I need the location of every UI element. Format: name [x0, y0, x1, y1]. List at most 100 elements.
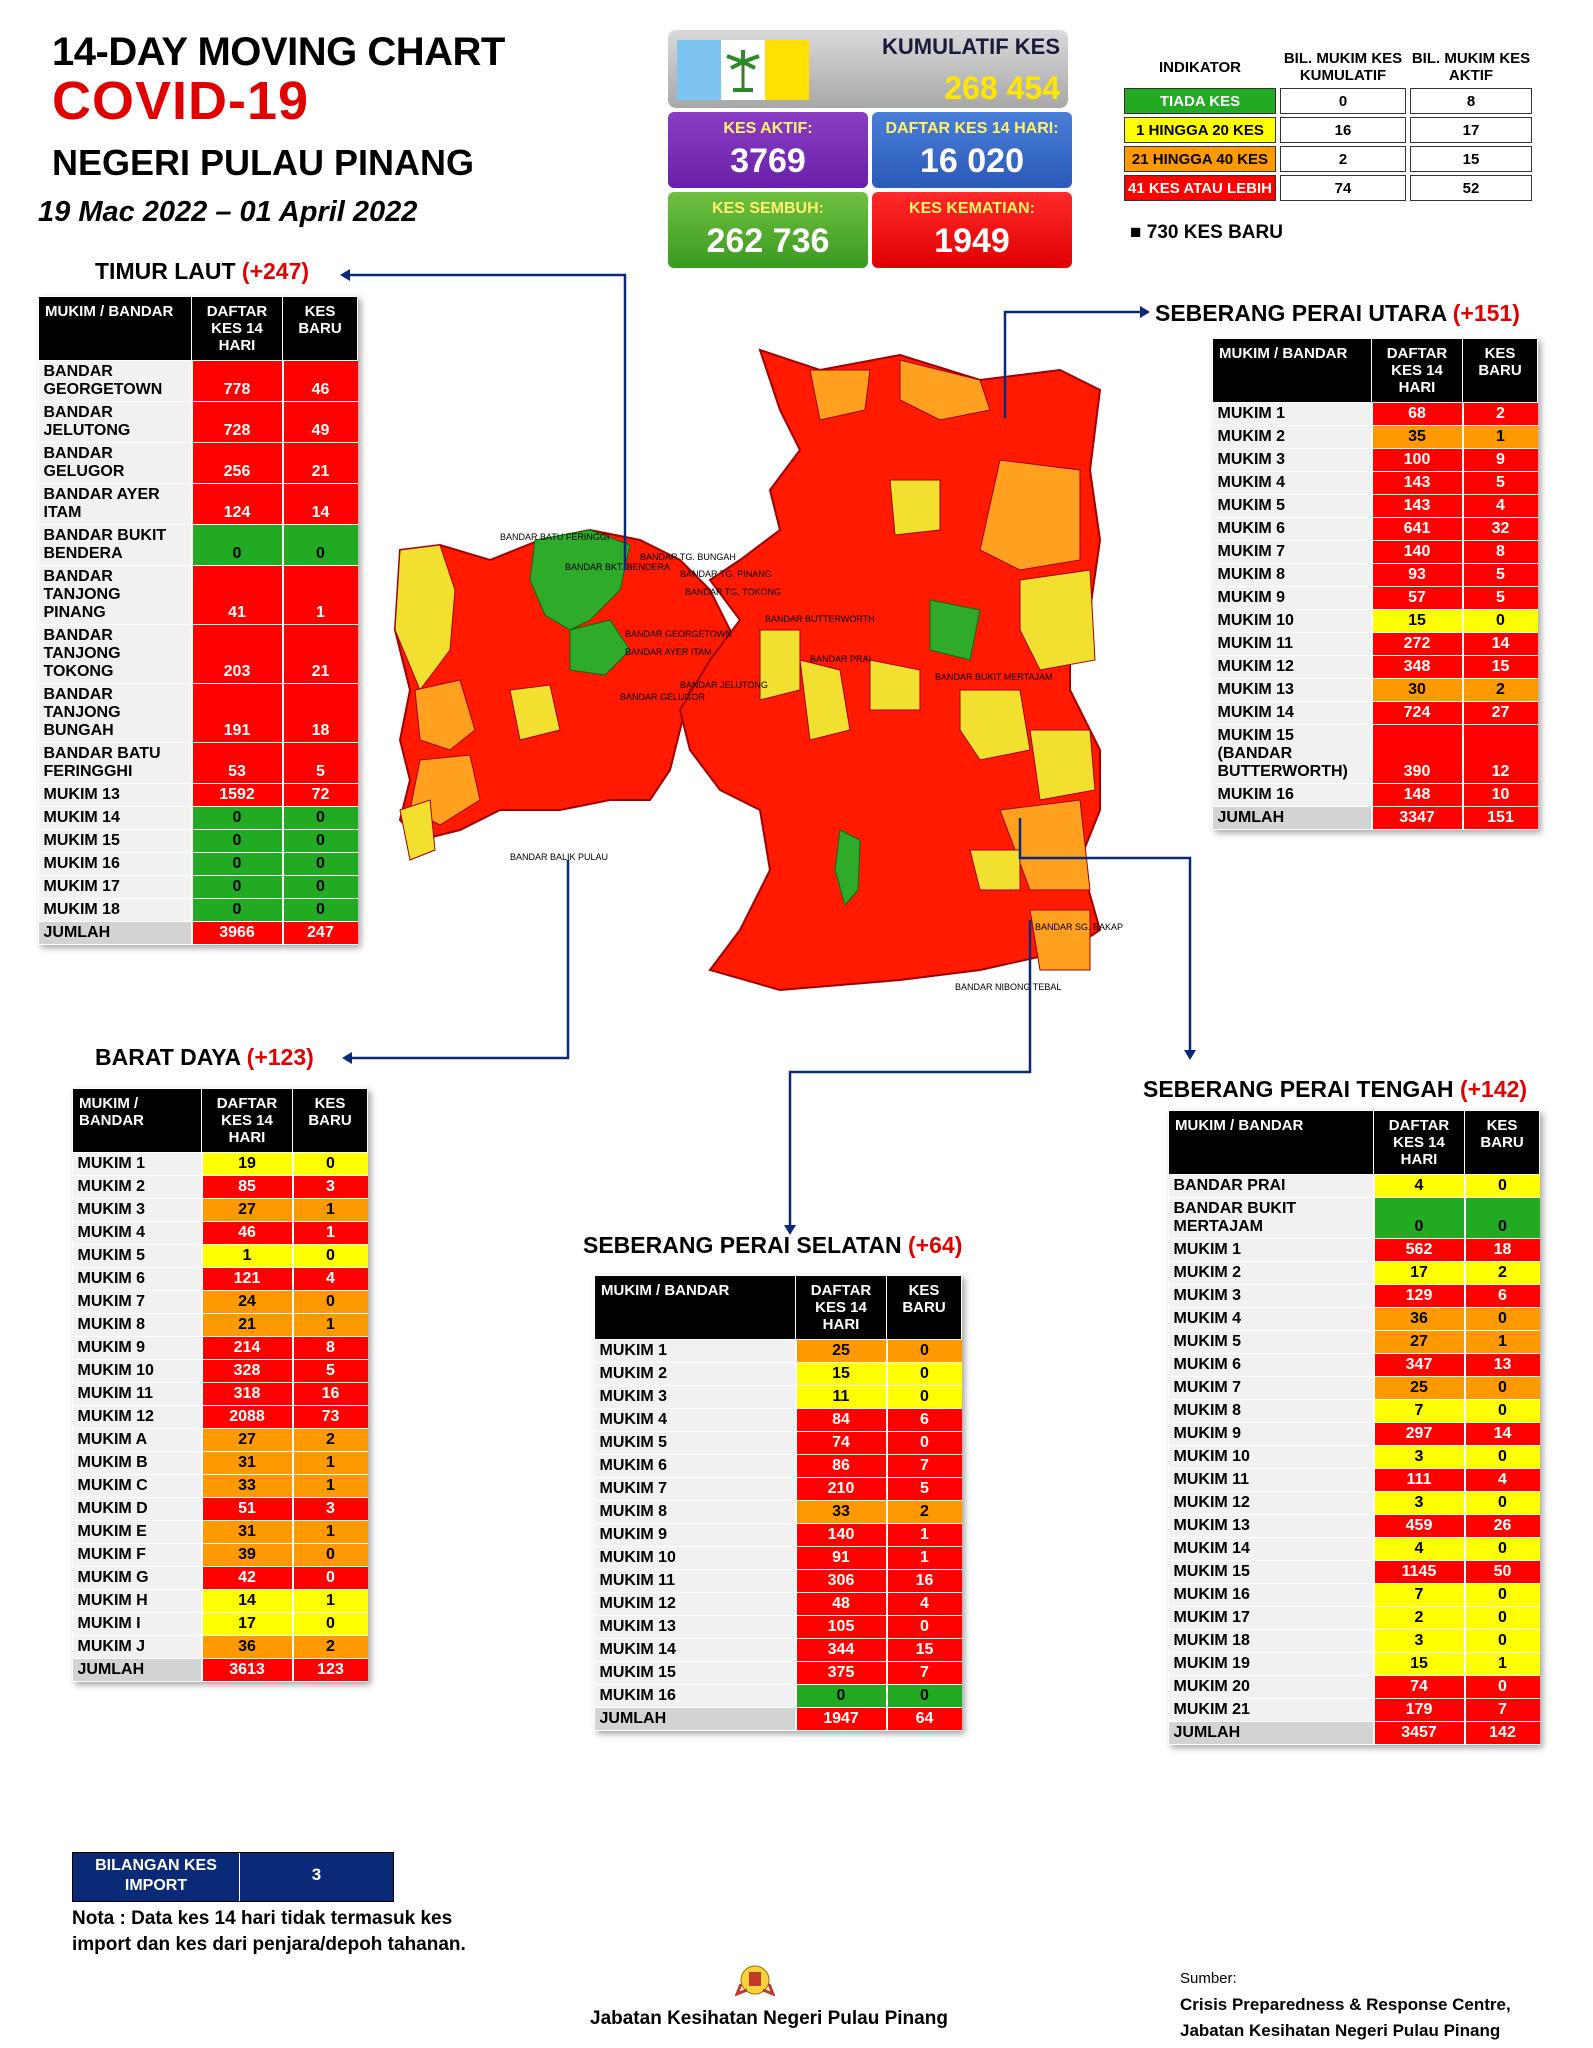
- daftar-kes-cell: 74: [794, 1431, 887, 1455]
- mukim-name: MUKIM 6: [1212, 517, 1372, 541]
- kes-baru-cell: 7: [885, 1661, 962, 1685]
- kes-baru-cell: 1: [885, 1523, 962, 1547]
- kes-baru-cell: 1: [885, 1546, 962, 1570]
- mukim-name: MUKIM 5: [1168, 1330, 1374, 1354]
- mukim-name: MUKIM 18: [38, 898, 192, 922]
- daftar-kes-cell: 35: [1370, 425, 1463, 449]
- table-row: MUKIM 1 25 0: [594, 1339, 962, 1363]
- kes-baru-cell: 0: [291, 1244, 368, 1268]
- table-row: MUKIM 2 17 2: [1168, 1261, 1540, 1285]
- kes-sembuh-label: KES SEMBUH:: [711, 200, 824, 217]
- table-row: MUKIM 14 724 27: [1212, 701, 1538, 725]
- kes-baru-cell: 0: [885, 1431, 962, 1455]
- kes-baru-cell: 46: [281, 360, 358, 402]
- mukim-name: MUKIM 2: [72, 1175, 202, 1199]
- table-row: MUKIM 14 344 15: [594, 1638, 962, 1662]
- mukim-name: MUKIM 1: [1212, 402, 1372, 426]
- mukim-name: MUKIM 5: [594, 1431, 796, 1455]
- indicator-table: INDIKATOR BIL. MUKIM KES KUMULATIF BIL. …: [1120, 46, 1536, 204]
- table-row: MUKIM 17 2 0: [1168, 1606, 1540, 1630]
- mukim-name: MUKIM 19: [1168, 1652, 1374, 1676]
- daftar-kes-cell: 347: [1372, 1353, 1465, 1377]
- table-total-row: JUMLAH 3613 123: [72, 1658, 368, 1682]
- kes-baru-cell: 3: [291, 1175, 368, 1199]
- import-value: 3: [311, 1865, 322, 1884]
- kes-baru-cell: 0: [885, 1339, 962, 1363]
- table-row: MUKIM C 33 1: [72, 1474, 368, 1498]
- mukim-name: MUKIM 4: [1212, 471, 1372, 495]
- mukim-name: BANDAR AYER ITAM: [38, 483, 192, 525]
- region-title-sp-tengah: SEBERANG PERAI TENGAH (+142): [1143, 1076, 1527, 1103]
- region-name: SEBERANG PERAI SELATAN: [583, 1232, 902, 1258]
- total-baru: 64: [885, 1707, 962, 1731]
- daftar-kes-cell: 51: [200, 1497, 293, 1521]
- table-row: MUKIM 8 93 5: [1212, 563, 1538, 587]
- kes-baru-cell: 2: [1461, 678, 1538, 702]
- region-title-sp-selatan: SEBERANG PERAI SELATAN (+64): [583, 1232, 962, 1259]
- table-header-row: MUKIM / BANDAR DAFTAR KES 14 HARI KES BARU: [594, 1275, 962, 1340]
- mukim-name: MUKIM 14: [1212, 701, 1372, 725]
- mukim-name: MUKIM 13: [1168, 1514, 1374, 1538]
- table-row: MUKIM 21 179 7: [1168, 1698, 1540, 1722]
- kes-baru-cell: 0: [291, 1543, 368, 1567]
- indicator-label: TIADA KES: [1124, 88, 1276, 114]
- daftar-kes-cell: 1145: [1372, 1560, 1465, 1584]
- total-label: JUMLAH: [38, 921, 192, 945]
- mukim-name: MUKIM 15: [1168, 1560, 1374, 1584]
- total-daftar: 3457: [1372, 1721, 1465, 1745]
- table-row: MUKIM 13 30 2: [1212, 678, 1538, 702]
- col-daftar-header: DAFTAR KES 14 HARI: [1371, 338, 1463, 403]
- mukim-name: MUKIM 11: [1168, 1468, 1374, 1492]
- table-row: MUKIM 7 140 8: [1212, 540, 1538, 564]
- daftar-kes-cell: 24: [200, 1290, 293, 1314]
- daftar-kes-cell: 724: [1370, 701, 1463, 725]
- table-row: MUKIM 3 27 1: [72, 1198, 368, 1222]
- daftar-kes-cell: 140: [794, 1523, 887, 1547]
- kes-baru-cell: 5: [885, 1477, 962, 1501]
- kes-baru-cell: 18: [281, 683, 358, 743]
- mukim-name: MUKIM H: [72, 1589, 202, 1613]
- kes-sembuh-value: 262 736: [706, 222, 830, 260]
- table-row: MUKIM 1 68 2: [1212, 402, 1538, 426]
- daftar-kes-cell: 48: [794, 1592, 887, 1616]
- table-row: MUKIM 3 100 9: [1212, 448, 1538, 472]
- region-added: (+123): [246, 1044, 314, 1070]
- total-label: JUMLAH: [1212, 806, 1372, 830]
- daftar-kes-cell: 39: [200, 1543, 293, 1567]
- mukim-name: MUKIM 7: [72, 1290, 202, 1314]
- daftar-kes-cell: 57: [1370, 586, 1463, 610]
- kes-baru-cell: 27: [1461, 701, 1538, 725]
- table-row: MUKIM 4 84 6: [594, 1408, 962, 1432]
- col-daftar-header: DAFTAR KES 14 HARI: [201, 1088, 293, 1153]
- kes-baru-cell: 2: [291, 1428, 368, 1452]
- kes-baru-cell: 1: [291, 1474, 368, 1498]
- daftar-kes-cell: 778: [190, 360, 283, 402]
- total-daftar: 3613: [200, 1658, 293, 1682]
- daftar-kes-cell: 86: [794, 1454, 887, 1478]
- indicator-row: 21 HINGGA 40 KES 2 15: [1124, 146, 1532, 172]
- mukim-name: MUKIM 18: [1168, 1629, 1374, 1653]
- kes-baru-cell: 14: [1463, 1422, 1540, 1446]
- daftar-kes-cell: 14: [200, 1589, 293, 1613]
- daftar-kes-cell: 3: [1372, 1491, 1465, 1515]
- mukim-name: MUKIM A: [72, 1428, 202, 1452]
- mukim-name: MUKIM D: [72, 1497, 202, 1521]
- daftar-kes-cell: 4: [1372, 1174, 1465, 1198]
- table-row: BANDAR PRAI 4 0: [1168, 1174, 1540, 1198]
- table-row: MUKIM 8 21 1: [72, 1313, 368, 1337]
- kes-baru-cell: 0: [291, 1152, 368, 1176]
- table-row: MUKIM 19 15 1: [1168, 1652, 1540, 1676]
- kes-baru-cell: 5: [291, 1359, 368, 1383]
- daftar-kes-cell: 459: [1372, 1514, 1465, 1538]
- table-row: MUKIM 18 3 0: [1168, 1629, 1540, 1653]
- kes-baru-cell: 0: [291, 1290, 368, 1314]
- table-row: BANDAR BATU FERINGGHI 53 5: [38, 742, 358, 784]
- map-label-tg-tokong: BANDAR TG. TOKONG: [685, 587, 781, 597]
- table-header-row: MUKIM / BANDAR DAFTAR KES 14 HARI KES BARU: [38, 296, 358, 361]
- daftar-kes-cell: 297: [1372, 1422, 1465, 1446]
- col-baru-header: KES BARU: [1464, 1110, 1540, 1175]
- mukim-name: MUKIM F: [72, 1543, 202, 1567]
- table-row: MUKIM 10 3 0: [1168, 1445, 1540, 1469]
- footer-text: Jabatan Kesihatan Negeri Pulau Pinang: [590, 2008, 948, 2029]
- indicator-cumulative: 0: [1280, 88, 1406, 114]
